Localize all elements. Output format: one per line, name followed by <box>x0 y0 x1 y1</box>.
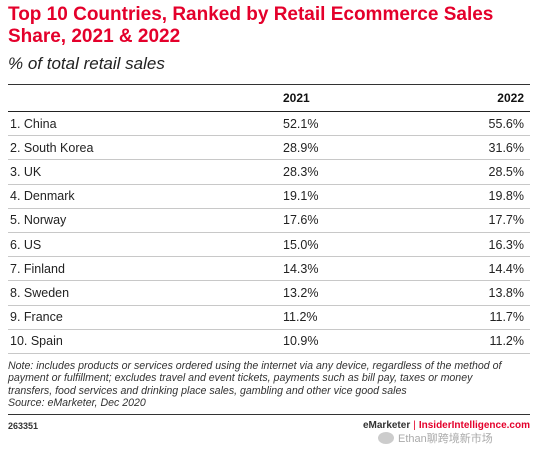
source: Source: eMarketer, Dec 2020 <box>8 397 146 410</box>
value-2022-cell: 28.5% <box>443 159 530 185</box>
top-rule <box>8 84 530 85</box>
header-2021: 2021 <box>283 85 443 112</box>
note-text: Note: includes products or services orde… <box>8 360 508 410</box>
country-cell: 10. Spain <box>8 329 283 354</box>
chart-container: Top 10 Countries, Ranked by Retail Ecomm… <box>8 4 530 433</box>
brand-emarketer: eMarketer <box>362 420 411 431</box>
value-2022-cell: 11.2% <box>443 329 530 354</box>
country-cell: 3. UK <box>8 159 283 185</box>
value-2022-cell: 55.6% <box>443 111 530 137</box>
footer: 263351 eMarketer | InsiderIntelligence.com <box>8 419 530 433</box>
table-row: 6. US 15.0% 16.3% <box>8 232 530 258</box>
value-2022-cell: 13.8% <box>443 280 530 306</box>
chart-subtitle: % of total retail sales <box>8 54 165 73</box>
value-2021-cell: 52.1% <box>283 111 443 137</box>
brand-separator: | <box>413 420 416 431</box>
country-cell: 7. Finland <box>8 256 283 282</box>
data-table: 2021 2022 1. China 52.1% 55.6% 2. South Kor… <box>8 85 530 354</box>
country-cell: 1. China <box>8 111 283 137</box>
country-cell: 9. France <box>8 305 283 330</box>
watermark-text: Ethan聊跨境新市场 <box>398 433 493 445</box>
country-cell: 5. Norway <box>8 208 283 233</box>
chart-title: Top 10 Countries, Ranked by Retail Ecomm… <box>8 4 494 47</box>
value-2021-cell: 10.9% <box>283 329 443 354</box>
country-cell: 6. US <box>8 232 283 258</box>
table-row: 3. UK 28.3% 28.5% <box>8 159 530 185</box>
value-2021-cell: 15.0% <box>283 232 443 258</box>
table-row: 9. France 11.2% 11.7% <box>8 305 530 330</box>
table-row: 8. Sweden 13.2% 13.8% <box>8 280 530 306</box>
value-2022-cell: 17.7% <box>443 208 530 233</box>
brand-insider: InsiderIntelligence.com <box>418 420 530 431</box>
value-2021-cell: 28.9% <box>283 135 443 161</box>
bottom-rule <box>8 413 530 415</box>
value-2021-cell: 13.2% <box>283 280 443 306</box>
value-2021-cell: 19.1% <box>283 184 443 209</box>
value-2021-cell: 11.2% <box>283 305 443 330</box>
value-2022-cell: 11.7% <box>443 305 530 330</box>
value-2022-cell: 31.6% <box>443 135 530 161</box>
value-2021-cell: 14.3% <box>283 256 443 282</box>
value-2022-cell: 14.4% <box>443 256 530 282</box>
wechat-icon <box>378 432 394 444</box>
value-2021-cell: 28.3% <box>283 159 443 185</box>
note: Note: includes products or services orde… <box>8 359 502 397</box>
header-row: 2021 2022 <box>8 85 530 112</box>
country-cell: 8. Sweden <box>8 280 283 306</box>
brand: eMarketer | InsiderIntelligence.com <box>363 420 530 431</box>
watermark: Ethan聊跨境新市场 <box>378 430 493 446</box>
table-row: 1. China 52.1% 55.6% <box>8 111 530 137</box>
country-cell: 4. Denmark <box>8 184 283 209</box>
table-row: 10. Spain 10.9% 11.2% <box>8 329 530 354</box>
country-cell: 2. South Korea <box>8 135 283 161</box>
header-country <box>8 85 283 112</box>
table-row: 5. Norway 17.6% 17.7% <box>8 208 530 233</box>
table-row: 7. Finland 14.3% 14.4% <box>8 256 530 282</box>
value-2021-cell: 17.6% <box>283 208 443 233</box>
chart-id: 263351 <box>8 420 39 431</box>
table-row: 4. Denmark 19.1% 19.8% <box>8 184 530 209</box>
table-body: 1. China 52.1% 55.6% 2. South Korea 28.9% 31.… <box>8 111 530 354</box>
header-2022: 2022 <box>443 85 530 112</box>
value-2022-cell: 19.8% <box>443 184 530 209</box>
table-row: 2. South Korea 28.9% 31.6% <box>8 135 530 161</box>
value-2022-cell: 16.3% <box>443 232 530 258</box>
